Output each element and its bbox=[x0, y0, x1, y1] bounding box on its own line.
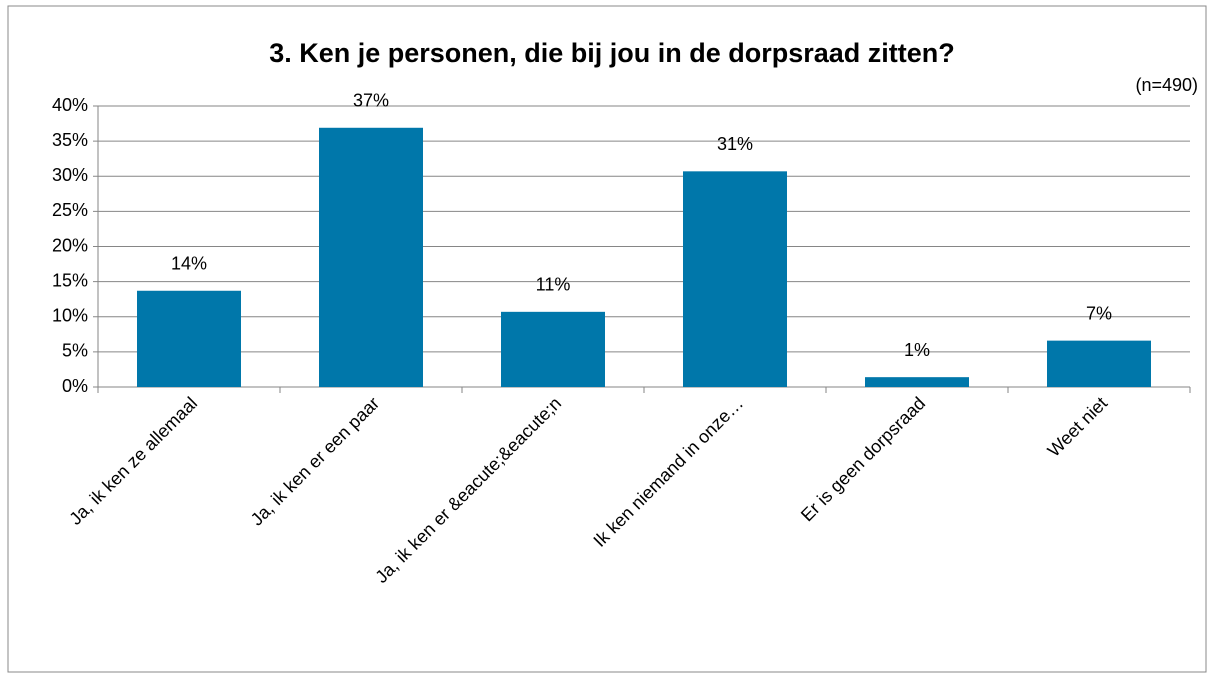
data-label: 31% bbox=[717, 134, 753, 154]
y-tick-label: 30% bbox=[52, 165, 88, 185]
data-label: 14% bbox=[171, 254, 207, 274]
chart-subtitle: (n=490) bbox=[1135, 75, 1198, 95]
y-tick-label: 15% bbox=[52, 270, 88, 290]
y-tick-label: 20% bbox=[52, 235, 88, 255]
chart-title: 3. Ken je personen, die bij jou in de do… bbox=[269, 38, 955, 68]
bar bbox=[501, 311, 605, 387]
bar bbox=[319, 127, 423, 387]
data-label: 1% bbox=[904, 340, 930, 360]
y-tick-label: 0% bbox=[62, 376, 88, 396]
bar bbox=[865, 377, 969, 387]
y-tick-label: 40% bbox=[52, 95, 88, 115]
data-label: 7% bbox=[1086, 303, 1112, 323]
bar bbox=[683, 171, 787, 387]
y-tick-label: 25% bbox=[52, 200, 88, 220]
y-tick-label: 5% bbox=[62, 341, 88, 361]
y-tick-label: 35% bbox=[52, 130, 88, 150]
data-label: 11% bbox=[536, 275, 571, 295]
bar bbox=[137, 290, 241, 387]
y-tick-label: 10% bbox=[52, 306, 88, 326]
bar bbox=[1047, 340, 1151, 387]
data-label: 37% bbox=[353, 91, 389, 111]
